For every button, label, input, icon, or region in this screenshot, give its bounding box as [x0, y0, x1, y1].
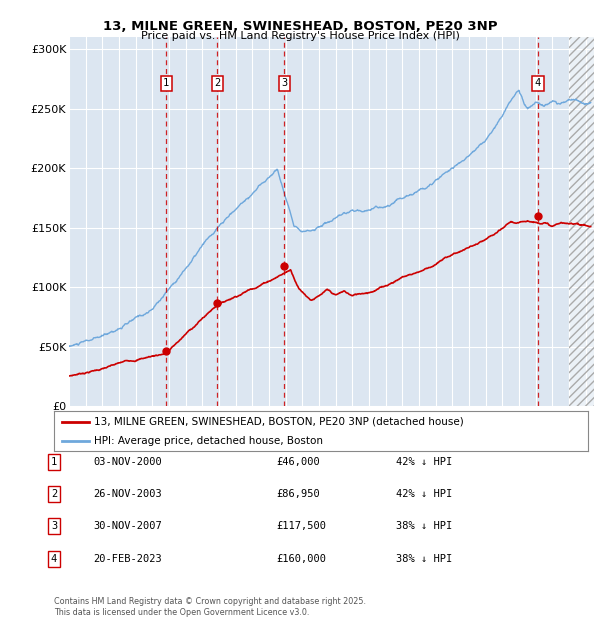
Text: £46,000: £46,000: [276, 457, 320, 467]
Text: 2: 2: [51, 489, 57, 499]
Text: 4: 4: [535, 78, 541, 88]
Text: 42% ↓ HPI: 42% ↓ HPI: [396, 489, 452, 499]
Bar: [569, 37, 594, 406]
Text: 13, MILNE GREEN, SWINESHEAD, BOSTON, PE20 3NP (detached house): 13, MILNE GREEN, SWINESHEAD, BOSTON, PE2…: [94, 417, 464, 427]
Text: 3: 3: [281, 78, 287, 88]
Text: 42% ↓ HPI: 42% ↓ HPI: [396, 457, 452, 467]
Text: 03-NOV-2000: 03-NOV-2000: [93, 457, 162, 467]
Text: 13, MILNE GREEN, SWINESHEAD, BOSTON, PE20 3NP: 13, MILNE GREEN, SWINESHEAD, BOSTON, PE2…: [103, 20, 497, 33]
Text: 1: 1: [163, 78, 169, 88]
Text: Price paid vs. HM Land Registry's House Price Index (HPI): Price paid vs. HM Land Registry's House …: [140, 31, 460, 41]
Text: 26-NOV-2003: 26-NOV-2003: [93, 489, 162, 499]
Text: 1: 1: [51, 457, 57, 467]
Text: 38% ↓ HPI: 38% ↓ HPI: [396, 521, 452, 531]
Text: Contains HM Land Registry data © Crown copyright and database right 2025.
This d: Contains HM Land Registry data © Crown c…: [54, 598, 366, 617]
Text: 4: 4: [51, 554, 57, 564]
Text: HPI: Average price, detached house, Boston: HPI: Average price, detached house, Bost…: [94, 436, 323, 446]
Text: 3: 3: [51, 521, 57, 531]
Text: 38% ↓ HPI: 38% ↓ HPI: [396, 554, 452, 564]
Text: £160,000: £160,000: [276, 554, 326, 564]
Text: £86,950: £86,950: [276, 489, 320, 499]
Text: £117,500: £117,500: [276, 521, 326, 531]
Text: 2: 2: [214, 78, 220, 88]
Text: 20-FEB-2023: 20-FEB-2023: [93, 554, 162, 564]
Text: 30-NOV-2007: 30-NOV-2007: [93, 521, 162, 531]
Bar: [569, 37, 594, 406]
